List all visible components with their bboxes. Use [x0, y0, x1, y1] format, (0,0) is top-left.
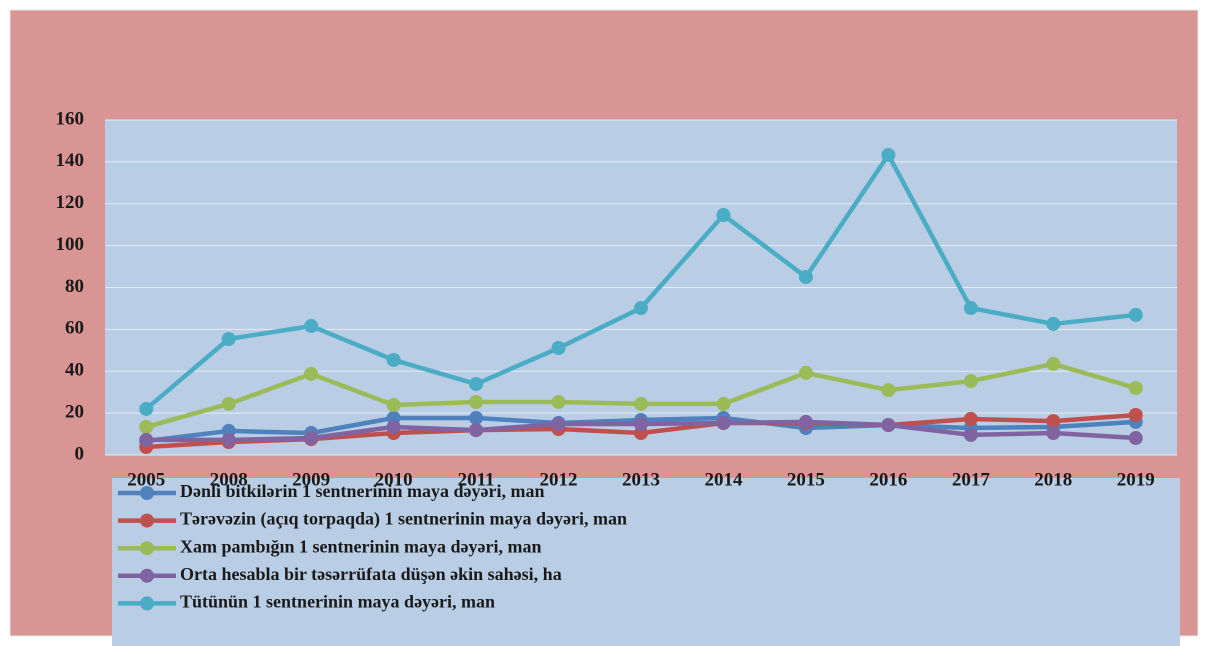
legend-marker — [140, 541, 154, 556]
x-tick-label: 2009 — [292, 469, 330, 490]
data-point — [469, 410, 484, 425]
legend-label: Dənli bitkilərin 1 sentnerinin maya dəyə… — [180, 481, 545, 501]
x-tick-label: 2019 — [1117, 469, 1155, 490]
legend-label: Tərəvəzin (açıq torpaqda) 1 sentnerinin … — [180, 509, 627, 530]
data-point — [551, 417, 566, 432]
data-point — [1046, 426, 1061, 441]
data-point — [963, 411, 978, 426]
data-point — [716, 208, 731, 223]
data-point — [139, 419, 154, 434]
data-point — [634, 396, 648, 411]
y-tick-label: 80 — [65, 276, 84, 297]
data-point — [221, 332, 236, 347]
data-point — [386, 397, 401, 412]
data-point — [881, 147, 896, 162]
x-tick-label: 2018 — [1034, 469, 1072, 490]
data-point — [469, 395, 484, 410]
data-point — [551, 395, 566, 410]
data-point — [221, 432, 236, 447]
legend-label: Tütünün 1 sentnerinin maya dəyəri, man — [180, 592, 495, 612]
legend-label: Orta hesabla bir təsərrüfata düşən əkin … — [180, 564, 562, 584]
data-point — [881, 418, 896, 433]
data-point — [963, 301, 978, 316]
y-tick-label: 20 — [65, 401, 84, 422]
data-point — [716, 396, 731, 411]
data-point — [1046, 316, 1061, 331]
y-tick-label: 140 — [56, 150, 85, 171]
data-point — [634, 301, 648, 316]
data-point — [716, 415, 731, 430]
x-tick-label: 2014 — [704, 469, 743, 490]
x-tick-label: 2012 — [540, 469, 578, 490]
y-tick-label: 160 — [56, 108, 85, 129]
y-tick-label: 60 — [65, 318, 84, 339]
data-point — [798, 365, 813, 380]
x-tick-label: 2015 — [787, 469, 825, 490]
y-tick-label: 0 — [75, 443, 85, 464]
legend-box — [112, 478, 1180, 646]
data-point — [881, 383, 896, 398]
data-point — [1046, 356, 1061, 371]
x-tick-label: 2011 — [458, 469, 495, 490]
y-tick-label: 120 — [56, 192, 85, 213]
y-tick-label: 40 — [65, 360, 84, 381]
legend-marker — [140, 486, 154, 500]
data-point — [386, 352, 401, 367]
legend-marker — [140, 568, 154, 583]
data-point — [139, 432, 154, 447]
x-tick-label: 2013 — [622, 469, 660, 490]
data-point — [798, 270, 813, 285]
x-tick-label: 2010 — [375, 469, 413, 490]
data-point — [221, 396, 236, 411]
y-tick-label: 100 — [56, 234, 85, 255]
data-point — [1128, 431, 1143, 446]
data-point — [304, 366, 319, 381]
legend: Dənli bitkilərin 1 sentnerinin maya dəyə… — [118, 481, 627, 612]
legend-marker — [140, 596, 154, 611]
data-point — [304, 319, 319, 334]
data-point — [469, 423, 484, 438]
x-tick-label: 2017 — [952, 469, 991, 490]
data-point — [634, 417, 648, 432]
data-point — [304, 431, 319, 446]
data-point — [1128, 307, 1143, 322]
data-point — [1128, 381, 1143, 395]
data-point — [798, 414, 813, 429]
x-tick-label: 2016 — [869, 469, 907, 490]
x-tick-label: 2005 — [127, 469, 165, 490]
data-point — [1046, 414, 1061, 429]
data-point — [963, 374, 978, 389]
data-point — [386, 419, 401, 434]
data-point — [551, 341, 566, 356]
legend-label: Xam pambığın 1 sentnerinin maya dəyəri, … — [180, 536, 542, 556]
data-point — [1128, 408, 1143, 423]
data-point — [469, 377, 484, 392]
data-point — [963, 427, 978, 442]
x-tick-label: 2008 — [210, 469, 248, 490]
data-point — [139, 401, 154, 416]
legend-marker — [140, 513, 154, 528]
